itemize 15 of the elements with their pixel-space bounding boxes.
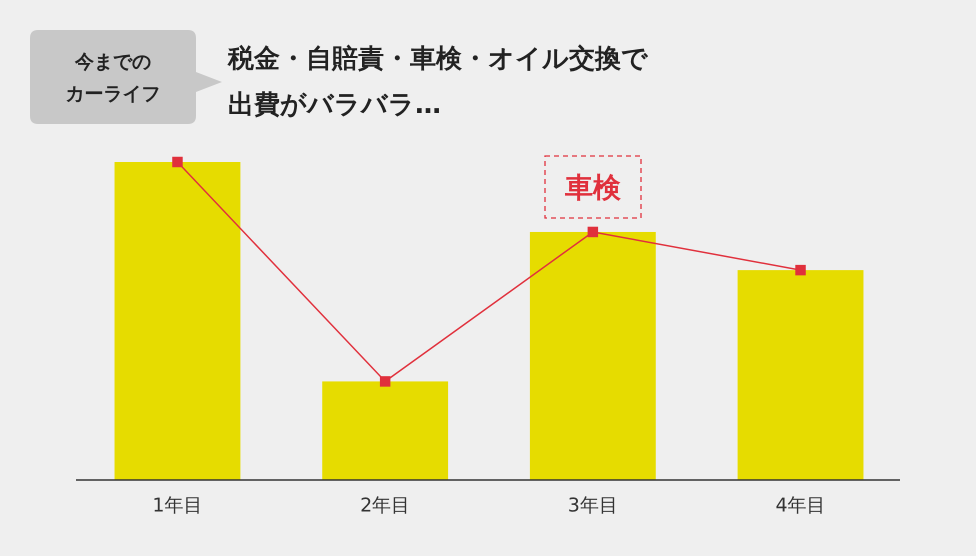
bar xyxy=(530,232,656,480)
bar xyxy=(114,162,240,480)
point xyxy=(588,226,598,238)
point xyxy=(795,264,806,276)
text: 今までのカーライフ xyxy=(66,51,160,105)
x-tick-label: 2年目 xyxy=(360,494,410,516)
annotation: 車検 xyxy=(564,171,622,204)
x-tick-label: 4年目 xyxy=(775,494,826,516)
bar xyxy=(738,270,864,480)
point xyxy=(172,156,183,168)
x-tick-label: 3年目 xyxy=(568,494,618,516)
point xyxy=(380,376,390,387)
bar xyxy=(322,381,448,480)
x-tick-label: 1年目 xyxy=(152,494,203,516)
chart-title: 税金・自賠責・車検・オイル交換で出費がバラバラ… xyxy=(227,44,649,120)
